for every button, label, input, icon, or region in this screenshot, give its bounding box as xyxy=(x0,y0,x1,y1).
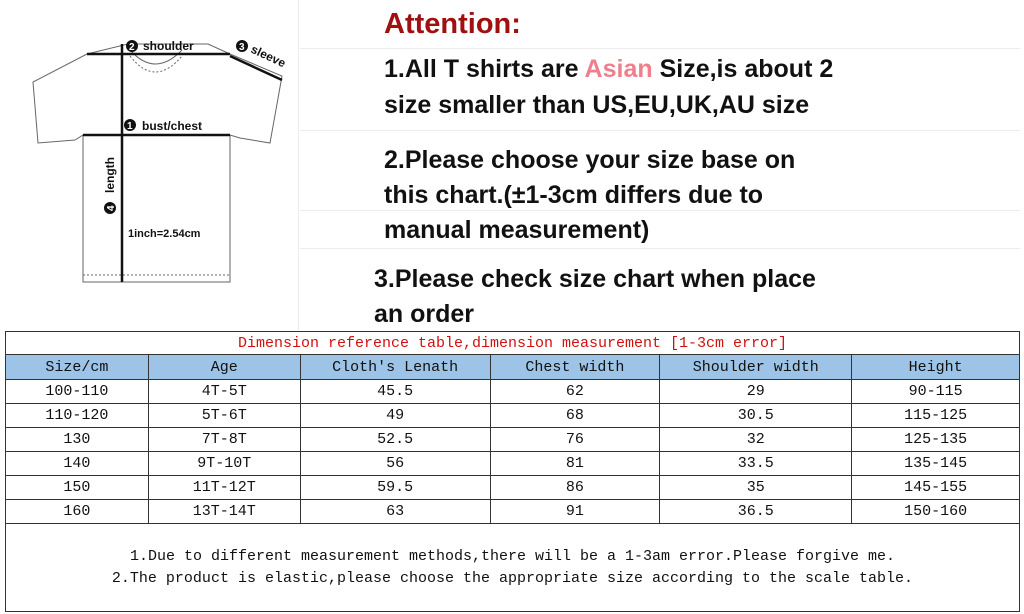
notice-1-line2: size smaller than US,EU,UK,AU size xyxy=(384,91,810,119)
notice-2-line2: this chart.(±1-3cm differs due to xyxy=(384,181,764,209)
header-size: Size/cm xyxy=(5,354,149,380)
table-cell: 7T-8T xyxy=(147,427,301,452)
table-row: 110-120 5T-6T 49 68 30.5 115-125 xyxy=(5,403,1020,428)
notice-text: 1.All T shirts are xyxy=(384,55,585,83)
table-cell: 68 xyxy=(489,403,661,428)
table-row: 130 7T-8T 52.5 76 32 125-135 xyxy=(5,427,1020,452)
table-cell: 9T-10T xyxy=(147,451,301,476)
table-cell: 33.5 xyxy=(659,451,853,476)
table-cell: 36.5 xyxy=(659,499,853,524)
size-table: Dimension reference table,dimension meas… xyxy=(5,331,1020,612)
table-cell: 160 xyxy=(5,499,149,524)
table-cell: 110-120 xyxy=(5,403,149,428)
header-height: Height xyxy=(851,354,1020,380)
table-cell: 49 xyxy=(299,403,491,428)
table-cell: 5T-6T xyxy=(147,403,301,428)
table-title: Dimension reference table,dimension meas… xyxy=(5,331,1020,355)
header-chest: Chest width xyxy=(489,354,661,380)
note-1: 1.Due to different measurement methods,t… xyxy=(129,547,896,565)
notice-2-line3: manual measurement) xyxy=(384,216,650,244)
table-cell: 115-125 xyxy=(851,403,1020,428)
table-cell: 86 xyxy=(489,475,661,500)
svg-text:shoulder: shoulder xyxy=(143,39,194,53)
table-cell: 76 xyxy=(489,427,661,452)
table-cell: 59.5 xyxy=(299,475,491,500)
table-cell: 140 xyxy=(5,451,149,476)
table-cell: 56 xyxy=(299,451,491,476)
table-notes: 1.Due to different measurement methods,t… xyxy=(5,523,1020,612)
table-row: 140 9T-10T 56 81 33.5 135-145 xyxy=(5,451,1020,476)
table-cell: 52.5 xyxy=(299,427,491,452)
asian-highlight: Asian xyxy=(584,55,653,83)
svg-text:1: 1 xyxy=(127,121,133,132)
notice-3-line1: 3.Please check size chart when place xyxy=(374,265,816,293)
table-row: 100-110 4T-5T 45.5 62 29 90-115 xyxy=(5,379,1020,404)
header-age: Age xyxy=(147,354,301,380)
table-cell: 30.5 xyxy=(659,403,853,428)
note-2: 2.The product is elastic,please choose t… xyxy=(111,569,914,587)
table-cell: 45.5 xyxy=(299,379,491,404)
table-cell: 90-115 xyxy=(851,379,1020,404)
table-cell: 91 xyxy=(489,499,661,524)
table-cell: 62 xyxy=(489,379,661,404)
svg-text:bust/chest: bust/chest xyxy=(142,119,202,133)
table-cell: 32 xyxy=(659,427,853,452)
table-cell: 35 xyxy=(659,475,853,500)
header-shoulder: Shoulder width xyxy=(659,354,853,380)
table-cell: 63 xyxy=(299,499,491,524)
table-row: 150 11T-12T 59.5 86 35 145-155 xyxy=(5,475,1020,500)
table-cell: 13T-14T xyxy=(147,499,301,524)
table-cell: 130 xyxy=(5,427,149,452)
svg-text:1inch=2.54cm: 1inch=2.54cm xyxy=(128,228,201,240)
notice-2-line1: 2.Please choose your size base on xyxy=(384,146,796,174)
svg-text:3: 3 xyxy=(239,42,245,53)
table-cell: 135-145 xyxy=(851,451,1020,476)
notice-3-line2: an order xyxy=(374,300,475,328)
table-cell: 100-110 xyxy=(5,379,149,404)
svg-text:4: 4 xyxy=(106,205,117,211)
notice-text: Size,is about 2 xyxy=(652,55,834,83)
table-cell: 150 xyxy=(5,475,149,500)
table-cell: 29 xyxy=(659,379,853,404)
tshirt-measurement-diagram: 2 shoulder 3 sleeve 1 bust/chest 4 lengt… xyxy=(32,39,288,283)
header-length: Cloth's Lenath xyxy=(299,354,491,380)
notice-1: 1.All T shirts are Asian Size,is about 2 xyxy=(384,55,833,84)
table-cell: 145-155 xyxy=(851,475,1020,500)
svg-text:length: length xyxy=(103,157,117,193)
table-cell: 4T-5T xyxy=(147,379,301,404)
table-row: 160 13T-14T 63 91 36.5 150-160 xyxy=(5,499,1020,524)
table-cell: 81 xyxy=(489,451,661,476)
svg-text:2: 2 xyxy=(129,42,135,53)
attention-title: Attention: xyxy=(384,8,521,40)
table-cell: 150-160 xyxy=(851,499,1020,524)
table-cell: 11T-12T xyxy=(147,475,301,500)
table-cell: 125-135 xyxy=(851,427,1020,452)
